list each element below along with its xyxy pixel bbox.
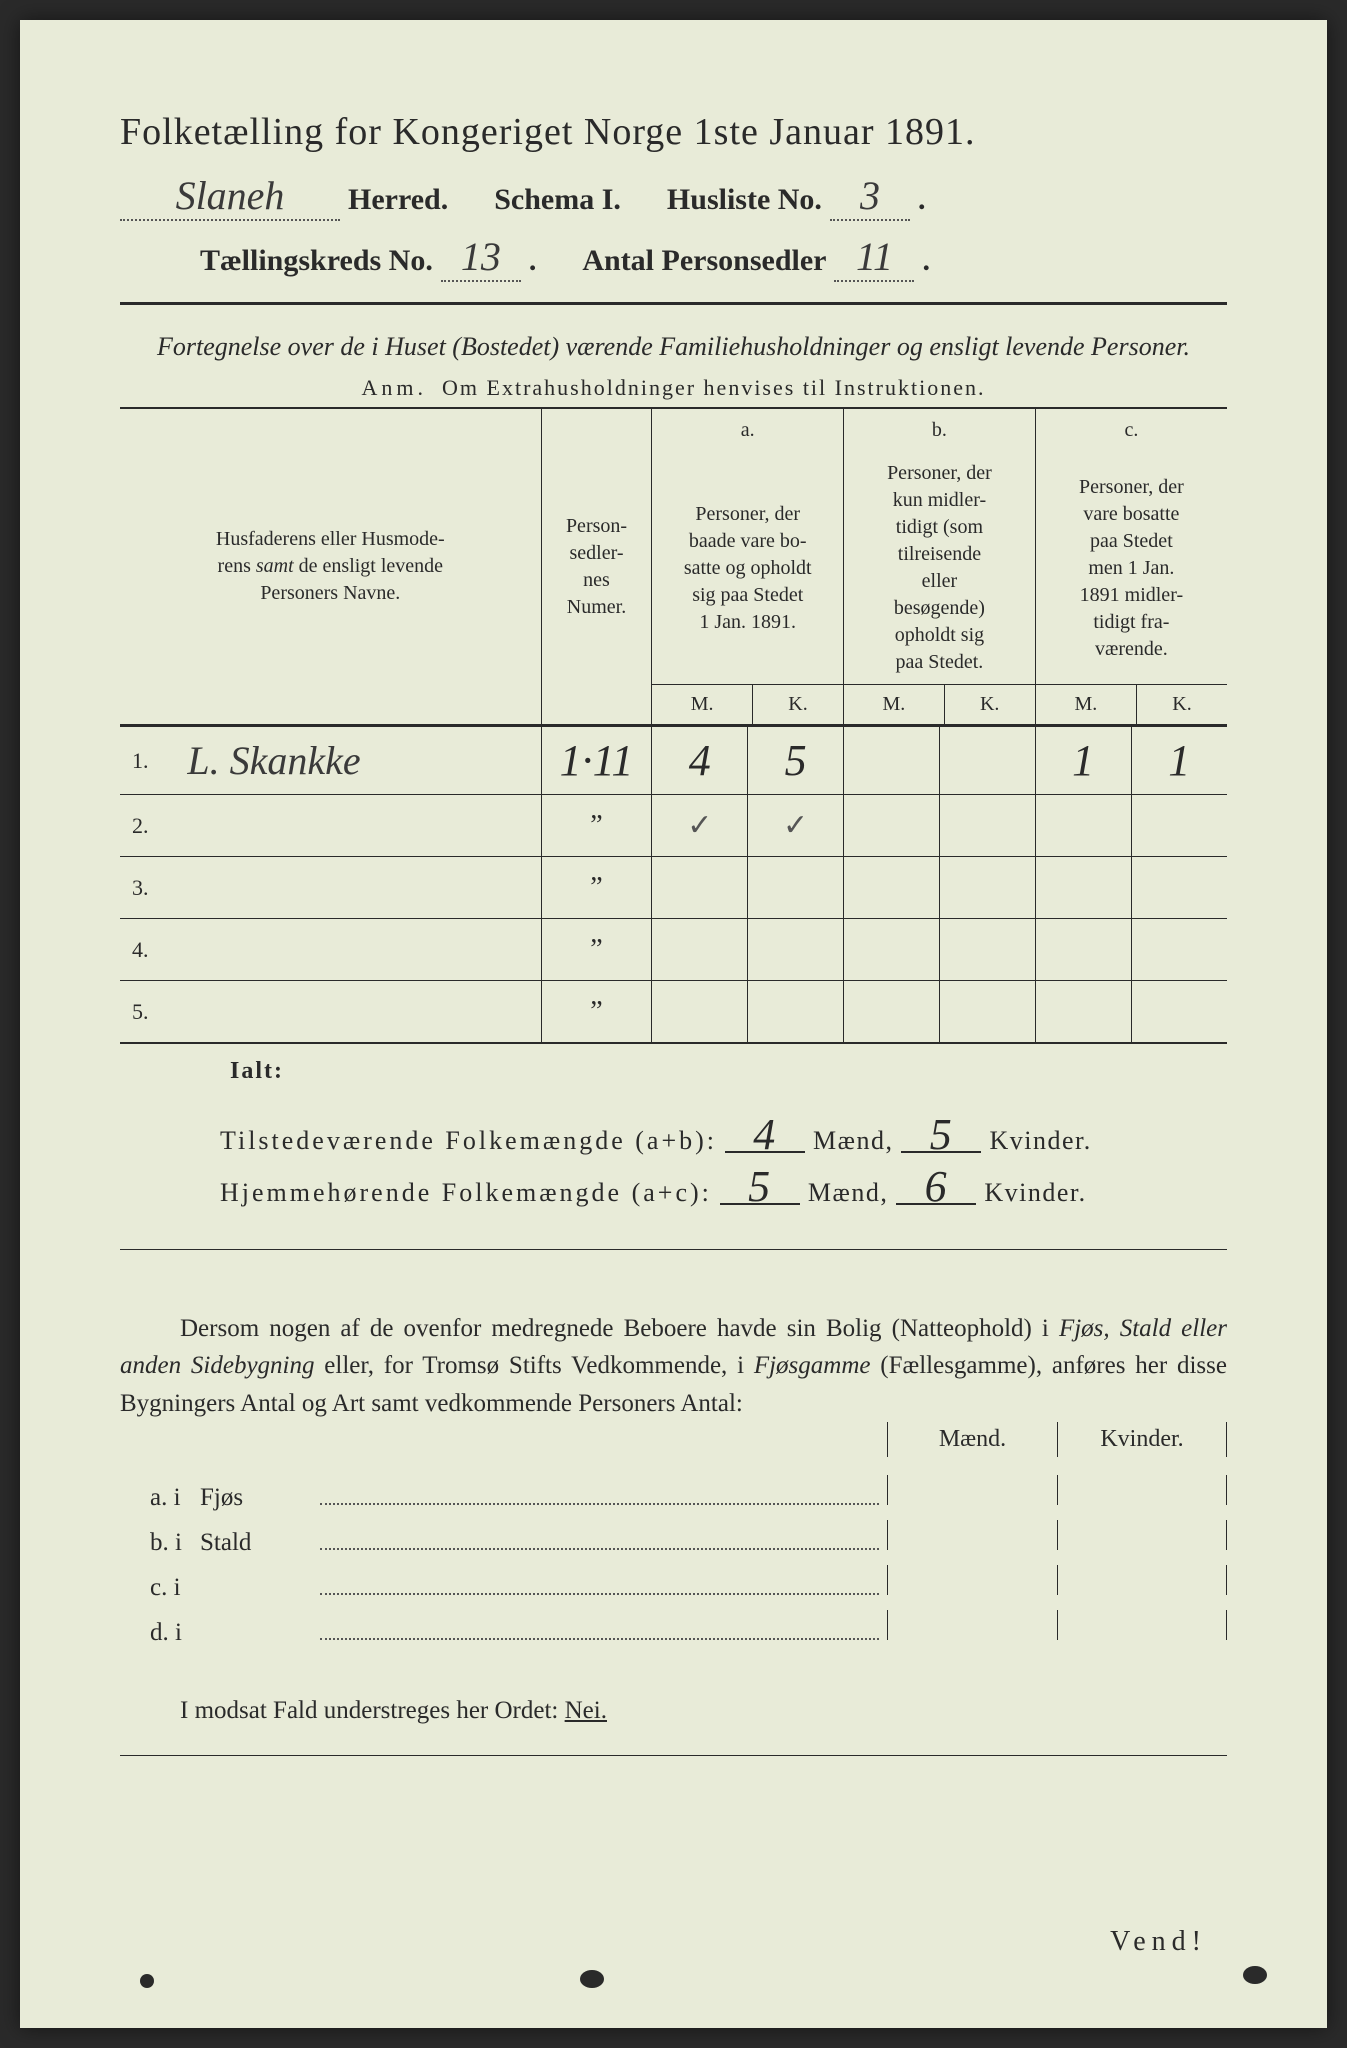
a-m: M. bbox=[652, 685, 753, 726]
ink-spot-1 bbox=[140, 1974, 154, 1988]
totals-line-2: Hjemmehørende Folkemængde (a+c): 5 Mænd,… bbox=[220, 1167, 1227, 1219]
kreds-row: Tællingskreds No. 13 . Antal Personsedle… bbox=[120, 233, 1227, 282]
building-list: a. i Fjøs b. i Stald c. i d. i bbox=[120, 1475, 1227, 1647]
building-row: d. i bbox=[120, 1610, 1227, 1647]
col-c-text: Personer, dervare bosattepaa Stedetmen 1… bbox=[1035, 452, 1227, 685]
herred-handwritten: Slaneh bbox=[120, 172, 340, 221]
herred-label: Herred. bbox=[348, 183, 448, 217]
antal-label: Antal Personsedler bbox=[582, 244, 826, 278]
ink-spot-3 bbox=[1243, 1966, 1267, 1984]
totals-line-1: Tilstedeværende Folkemængde (a+b): 4 Mæn… bbox=[220, 1115, 1227, 1167]
kreds-no: 13 bbox=[441, 233, 521, 282]
table-row: 1. L. Skankke 1·11 4 5 1 1 bbox=[120, 727, 1227, 795]
maend-col: Mænd. bbox=[887, 1422, 1057, 1457]
tot2-k: 6 bbox=[896, 1172, 976, 1205]
a-k: K. bbox=[752, 685, 843, 726]
building-row: c. i bbox=[120, 1565, 1227, 1602]
kvinder-col: Kvinder. bbox=[1057, 1422, 1227, 1457]
rule-1 bbox=[120, 302, 1227, 305]
b-m: M. bbox=[844, 685, 945, 726]
tot2-m: 5 bbox=[720, 1172, 800, 1205]
col-num-header: Person-sedler-nesNumer. bbox=[541, 408, 652, 725]
table-row: 2. ” ✓ ✓ bbox=[120, 795, 1227, 857]
vend-label: Vend! bbox=[1110, 1926, 1207, 1958]
c-k: K. bbox=[1137, 685, 1227, 726]
antal-no: 11 bbox=[834, 233, 914, 282]
nei-line: I modsat Fald understreges her Ordet: Ne… bbox=[120, 1697, 1227, 1725]
tot1-m: 4 bbox=[725, 1120, 805, 1153]
data-rows-table: 1. L. Skankke 1·11 4 5 1 1 2. ” ✓ ✓ 3. ”… bbox=[120, 726, 1227, 1044]
col-a-text: Personer, derbaade vare bo-satte og opho… bbox=[652, 452, 844, 685]
main-title: Folketælling for Kongeriget Norge 1ste J… bbox=[120, 110, 1227, 154]
building-paragraph: Dersom nogen af de ovenfor medregnede Be… bbox=[120, 1310, 1227, 1423]
rule-2 bbox=[120, 1249, 1227, 1250]
col-b-letter: b. bbox=[844, 408, 1036, 452]
col-b-text: Personer, derkun midler-tidigt (somtilre… bbox=[844, 452, 1036, 685]
ink-spot-2 bbox=[580, 1970, 604, 1988]
col-name-header: Husfaderens eller Husmode-rens samt de e… bbox=[120, 408, 541, 725]
herred-row: Slaneh Herred. Schema I. Husliste No. 3 … bbox=[120, 172, 1227, 221]
nei-word: Nei. bbox=[565, 1697, 607, 1724]
schema-label: Schema I. bbox=[494, 183, 621, 217]
tot1-k: 5 bbox=[901, 1120, 981, 1153]
census-form-page: Folketælling for Kongeriget Norge 1ste J… bbox=[20, 20, 1327, 2028]
anm-text: Anm. Om Extrahusholdninger henvises til … bbox=[120, 375, 1227, 401]
ialt-label: Ialt: bbox=[230, 1058, 1227, 1085]
table-row: 5. ” bbox=[120, 981, 1227, 1043]
table-row: 4. ” bbox=[120, 919, 1227, 981]
census-table: Husfaderens eller Husmode-rens samt de e… bbox=[120, 407, 1227, 726]
header-row-1: Husfaderens eller Husmode-rens samt de e… bbox=[120, 408, 1227, 452]
intro-text: Fortegnelse over de i Huset (Bostedet) v… bbox=[120, 329, 1227, 365]
col-a-letter: a. bbox=[652, 408, 844, 452]
c-m: M. bbox=[1035, 685, 1136, 726]
table-row: 3. ” bbox=[120, 857, 1227, 919]
kreds-label: Tællingskreds No. bbox=[200, 244, 433, 278]
rule-3 bbox=[120, 1755, 1227, 1756]
husliste-no: 3 bbox=[830, 172, 910, 221]
husliste-label: Husliste No. bbox=[667, 183, 822, 217]
building-row: a. i Fjøs bbox=[120, 1475, 1227, 1512]
building-row: b. i Stald bbox=[120, 1520, 1227, 1557]
col-c-letter: c. bbox=[1035, 408, 1227, 452]
b-k: K. bbox=[944, 685, 1035, 726]
mk-header: Mænd. Kvinder. bbox=[120, 1422, 1227, 1457]
totals-block: Tilstedeværende Folkemængde (a+b): 4 Mæn… bbox=[120, 1115, 1227, 1219]
